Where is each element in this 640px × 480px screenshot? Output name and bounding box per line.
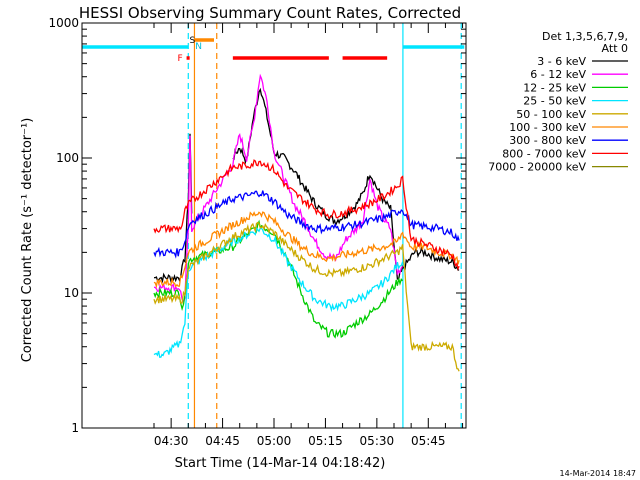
series-line-5-seg-0 <box>153 211 460 289</box>
legend-entry-label: 7000 - 20000 keV <box>488 161 586 174</box>
plot-frame <box>81 22 467 429</box>
legend-header-line-2: Att 0 <box>602 42 628 55</box>
legend-entry-label: 100 - 300 keV <box>509 121 586 134</box>
series-line-2-seg-0 <box>153 219 404 339</box>
plot-area: SN F <box>82 23 465 428</box>
y-tick-label: 1 <box>71 421 79 435</box>
axis-ticks: 1 10 100 1000 04:30 04:45 05:00 05:15 05:30 05:45 <box>48 16 466 448</box>
x-tick-label: 04:45 <box>205 434 240 448</box>
legend-entry-label: 6 - 12 keV <box>530 68 586 81</box>
timestamp: 14-Mar-2014 18:47 <box>560 469 637 478</box>
x-tick-label: 05:30 <box>360 434 395 448</box>
y-tick-label: 100 <box>56 151 79 165</box>
flag-label-n: N <box>195 42 202 52</box>
chart-title: HESSI Observing Summary Count Rates, Cor… <box>79 4 461 22</box>
series-line-0-seg-1 <box>232 87 460 280</box>
x-axis-label: Start Time (14-Mar-14 04:18:42) <box>175 456 386 471</box>
y-tick-label: 10 <box>64 286 79 300</box>
x-tick-label: 04:30 <box>154 434 189 448</box>
y-tick-label: 1000 <box>48 16 79 30</box>
series-line-4-seg-0 <box>153 221 460 372</box>
legend-entry-label: 300 - 800 keV <box>509 134 586 147</box>
legend-entry-label: 12 - 25 keV <box>523 81 586 94</box>
series-line-3-seg-0 <box>153 226 404 358</box>
x-tick-label: 05:00 <box>257 434 292 448</box>
legend-entry-label: 3 - 6 keV <box>537 55 586 68</box>
flag-label-f: F <box>177 54 182 64</box>
y-axis-label: Corrected Count Rate (s⁻¹ detector⁻¹) <box>20 118 35 363</box>
legend-header-line-1: Det 1,3,5,6,7,9, <box>542 30 628 43</box>
legend-entry-label: 25 - 50 keV <box>523 95 586 108</box>
legend-entry-label: 50 - 100 keV <box>516 108 586 121</box>
series-line-0-seg-0 <box>153 133 193 284</box>
x-tick-label: 05:45 <box>411 434 446 448</box>
flag-label-s: S <box>190 36 196 46</box>
x-tick-label: 05:15 <box>308 434 343 448</box>
legend-entry-label: 800 - 7000 keV <box>502 147 586 160</box>
series-line-7-seg-0 <box>153 159 460 271</box>
